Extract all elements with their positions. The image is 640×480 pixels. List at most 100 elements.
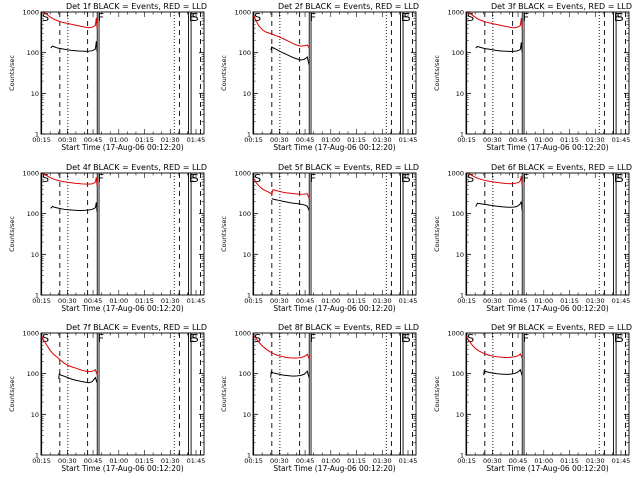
y-axis-label: Counts/sec xyxy=(8,216,16,252)
x-tick-label: 01:15 xyxy=(135,297,154,305)
x-tick-label: 01:30 xyxy=(586,297,605,305)
y-tick-label: 10 xyxy=(31,411,39,419)
x-tick-label: 00:15 xyxy=(457,136,476,144)
x-tick-label: 01:15 xyxy=(347,297,366,305)
y-tick-label: 1 xyxy=(460,292,464,300)
x-tick-label: 01:45 xyxy=(612,297,631,305)
chart-2: Det 2f BLACK = Events, RED = LLD 1 10 100 10… xyxy=(220,2,419,152)
marker-label-f: F xyxy=(310,11,316,24)
x-tick-label: 01:00 xyxy=(109,136,128,144)
series-events xyxy=(483,368,523,376)
marker-label-s2: S xyxy=(617,11,624,24)
marker-label-s: S xyxy=(467,332,474,345)
series-events xyxy=(475,201,523,211)
chart-title: Det 6f BLACK = Events, RED = LLD xyxy=(491,163,632,172)
marker-label-s2: S xyxy=(404,172,411,185)
y-tick-label: 1 xyxy=(460,452,464,460)
plot-frame xyxy=(252,11,417,135)
marker-label-s: S xyxy=(42,172,49,185)
marker-label-f: F xyxy=(523,332,529,345)
marker-label-s: S xyxy=(254,332,261,345)
marker-label-s2: S xyxy=(404,332,411,345)
x-tick-label: 01:45 xyxy=(399,457,418,465)
x-tick-label: 01:30 xyxy=(373,297,392,305)
x-axis-label: Start Time (17-Aug-06 00:12:20) xyxy=(486,464,608,473)
x-tick-label: 01:15 xyxy=(135,457,154,465)
y-tick-label: 1000 xyxy=(22,170,39,178)
marker-label-e: E xyxy=(614,172,621,185)
x-tick-label: 00:45 xyxy=(84,297,103,305)
x-tick-label: 00:15 xyxy=(244,297,263,305)
chart-title: Det 4f BLACK = Events, RED = LLD xyxy=(66,163,207,172)
series-lld xyxy=(466,11,523,29)
x-tick-label: 00:45 xyxy=(296,297,315,305)
marker-label-e: E xyxy=(614,11,621,24)
y-axis-label: Counts/sec xyxy=(220,216,228,252)
y-tick-label: 1 xyxy=(35,452,39,460)
series-lld xyxy=(41,11,98,29)
x-tick-label: 01:00 xyxy=(534,136,553,144)
marker-label-f: F xyxy=(98,332,104,345)
y-axis-label: Counts/sec xyxy=(220,55,228,91)
x-tick-label: 00:15 xyxy=(32,136,51,144)
y-tick-label: 10 xyxy=(243,90,251,98)
x-tick-label: 01:30 xyxy=(586,136,605,144)
x-tick-label: 01:15 xyxy=(560,457,579,465)
series-lld xyxy=(465,336,523,359)
x-tick-label: 00:30 xyxy=(270,457,289,465)
x-tick-label: 01:30 xyxy=(161,136,180,144)
series-lld xyxy=(252,334,310,360)
series-lld xyxy=(252,178,310,199)
x-axis-label: Start Time (17-Aug-06 00:12:20) xyxy=(61,464,183,473)
x-tick-label: 01:00 xyxy=(534,297,553,305)
x-tick-label: 00:30 xyxy=(483,297,502,305)
series-lld xyxy=(40,335,98,375)
x-tick-label: 01:30 xyxy=(161,297,180,305)
x-tick-label: 00:45 xyxy=(84,136,103,144)
x-tick-label: 00:45 xyxy=(509,297,528,305)
y-tick-label: 1000 xyxy=(447,330,464,338)
marker-label-e: E xyxy=(614,332,621,345)
y-tick-label: 1000 xyxy=(447,9,464,17)
series-events xyxy=(271,198,310,211)
marker-label-s: S xyxy=(42,11,49,24)
marker-label-f: F xyxy=(98,172,104,185)
x-tick-label: 01:15 xyxy=(347,457,366,465)
marker-label-e: E xyxy=(189,172,196,185)
series-events xyxy=(58,373,98,384)
series-events xyxy=(270,46,310,66)
marker-label-s2: S xyxy=(404,11,411,24)
x-tick-label: 00:15 xyxy=(32,457,51,465)
chart-9: Det 9f BLACK = Events, RED = LLD 1 10 100 10… xyxy=(433,323,632,473)
y-tick-label: 1 xyxy=(247,452,251,460)
y-tick-label: 100 xyxy=(27,49,39,57)
y-tick-label: 10 xyxy=(456,411,464,419)
x-tick-label: 00:45 xyxy=(509,136,528,144)
y-tick-label: 10 xyxy=(31,251,39,259)
y-tick-label: 1000 xyxy=(22,9,39,17)
plot-frame xyxy=(252,332,417,456)
plot-frame xyxy=(40,332,205,456)
chart-title: Det 2f BLACK = Events, RED = LLD xyxy=(278,2,419,11)
y-tick-label: 100 xyxy=(239,210,251,218)
y-axis-label: Counts/sec xyxy=(220,376,228,412)
series-events xyxy=(50,202,98,213)
marker-label-s2: S xyxy=(617,172,624,185)
x-axis-label: Start Time (17-Aug-06 00:12:20) xyxy=(61,143,183,152)
x-tick-label: 00:15 xyxy=(244,457,263,465)
marker-label-f: F xyxy=(310,172,316,185)
y-tick-label: 1000 xyxy=(234,170,251,178)
chart-title: Det 5f BLACK = Events, RED = LLD xyxy=(278,163,419,172)
chart-6: Det 6f BLACK = Events, RED = LLD 1 10 100 10… xyxy=(433,163,632,313)
y-tick-label: 1 xyxy=(247,292,251,300)
plot-frame xyxy=(252,172,417,296)
x-tick-label: 01:00 xyxy=(321,136,340,144)
y-tick-label: 100 xyxy=(452,210,464,218)
y-axis-label: Counts/sec xyxy=(433,216,441,252)
marker-label-f: F xyxy=(523,172,529,185)
chart-title: Det 9f BLACK = Events, RED = LLD xyxy=(491,323,632,332)
y-tick-label: 10 xyxy=(456,90,464,98)
y-tick-label: 100 xyxy=(27,210,39,218)
marker-label-s: S xyxy=(467,172,474,185)
chart-title: Det 1f BLACK = Events, RED = LLD xyxy=(66,2,207,11)
